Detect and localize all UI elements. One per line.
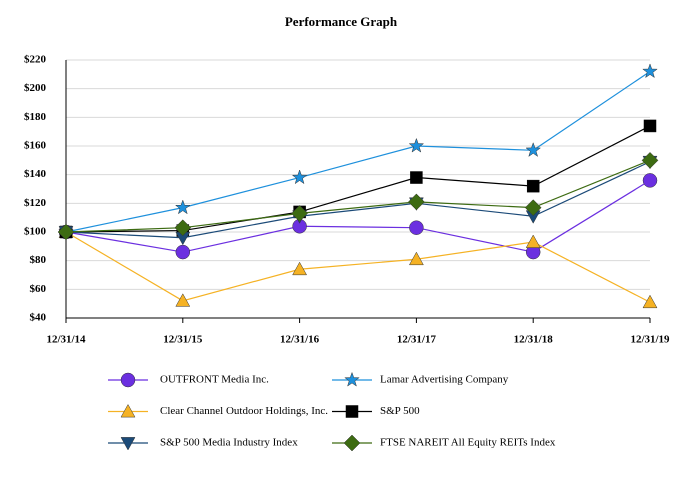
data-point bbox=[642, 63, 658, 79]
data-point bbox=[408, 137, 425, 153]
x-tick-label: 12/31/18 bbox=[514, 334, 554, 346]
y-tick-label: $40 bbox=[30, 312, 47, 324]
y-tick-label: $60 bbox=[30, 283, 47, 295]
legend-label: S&P 500 Media Industry Index bbox=[160, 437, 298, 449]
data-point bbox=[291, 205, 308, 222]
x-tick-label: 12/31/19 bbox=[630, 334, 670, 346]
data-point bbox=[175, 293, 191, 307]
legend-marker bbox=[343, 434, 361, 452]
legend-label: FTSE NAREIT All Equity REITs Index bbox=[380, 437, 556, 449]
series-line bbox=[65, 179, 651, 253]
series-line bbox=[65, 161, 651, 239]
series-line bbox=[65, 125, 651, 233]
y-tick-label: $80 bbox=[30, 254, 47, 266]
y-tick-label: $220 bbox=[24, 54, 47, 66]
x-tick-label: 12/31/14 bbox=[46, 334, 86, 346]
data-point bbox=[291, 169, 308, 185]
series-line bbox=[65, 159, 651, 233]
legend-label: Lamar Advertising Company bbox=[380, 374, 509, 386]
data-point bbox=[175, 244, 191, 260]
chart-title: Performance Graph bbox=[285, 14, 398, 29]
data-point bbox=[57, 223, 75, 241]
x-tick-label: 12/31/16 bbox=[280, 334, 320, 346]
legend-marker bbox=[120, 372, 136, 388]
legend-label: Clear Channel Outdoor Holdings, Inc. bbox=[160, 405, 328, 417]
data-point bbox=[524, 199, 542, 216]
legend-marker bbox=[120, 437, 136, 451]
data-point bbox=[174, 199, 191, 215]
legend-marker bbox=[120, 403, 136, 418]
data-point bbox=[525, 234, 541, 248]
y-tick-label: $160 bbox=[24, 140, 47, 152]
data-point bbox=[408, 193, 425, 211]
data-point bbox=[525, 142, 542, 157]
data-point bbox=[641, 151, 659, 169]
y-tick-label: $200 bbox=[24, 82, 47, 94]
data-point bbox=[642, 294, 658, 309]
legend-marker bbox=[344, 371, 360, 387]
data-point bbox=[643, 119, 657, 133]
y-tick-label: $180 bbox=[24, 111, 47, 123]
y-tick-label: $120 bbox=[24, 197, 47, 209]
data-point bbox=[408, 251, 424, 266]
data-point bbox=[410, 171, 423, 184]
legend-label: S&P 500 bbox=[380, 405, 420, 417]
y-tick-label: $100 bbox=[24, 226, 47, 238]
series-line bbox=[65, 70, 651, 233]
x-tick-label: 12/31/15 bbox=[163, 334, 203, 346]
data-point bbox=[642, 173, 658, 188]
series-line bbox=[65, 231, 651, 303]
y-tick-label: $140 bbox=[24, 168, 47, 180]
data-point bbox=[409, 220, 424, 235]
data-point bbox=[292, 261, 308, 276]
legend-label: OUTFRONT Media Inc. bbox=[160, 374, 269, 386]
data-point bbox=[526, 179, 540, 193]
data-point bbox=[174, 219, 192, 237]
legend-marker bbox=[345, 405, 359, 418]
x-tick-label: 12/31/17 bbox=[397, 334, 437, 346]
